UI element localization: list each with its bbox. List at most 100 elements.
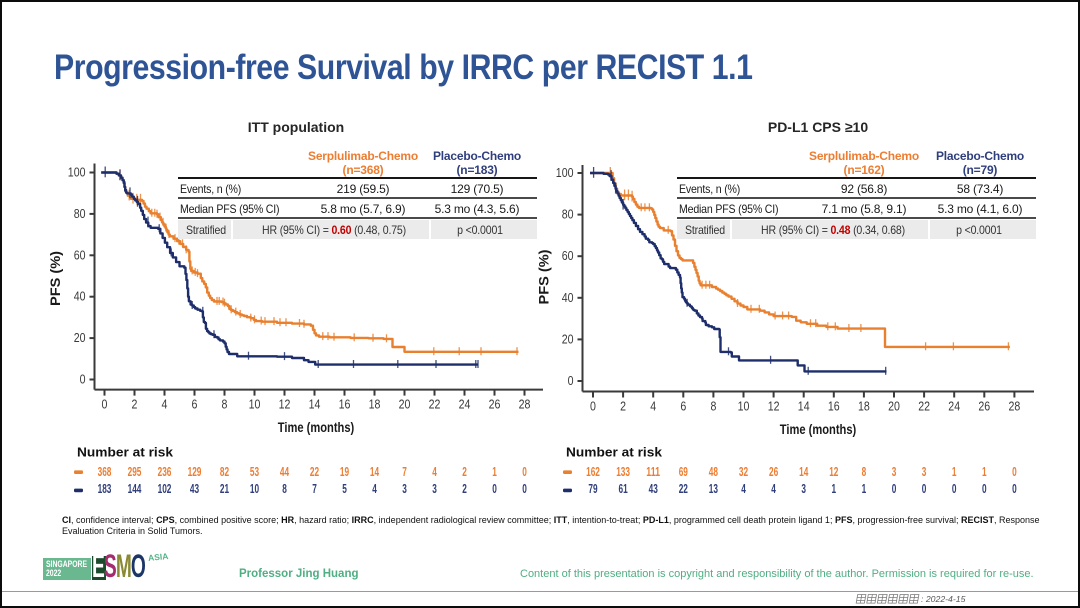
svg-text:4: 4 <box>162 398 168 412</box>
svg-text:22: 22 <box>918 400 930 414</box>
svg-text:7: 7 <box>312 482 317 496</box>
svg-text:22: 22 <box>310 465 319 479</box>
svg-text:0: 0 <box>522 465 527 479</box>
svg-text:0: 0 <box>1012 482 1017 496</box>
svg-text:61: 61 <box>619 482 628 496</box>
svg-text:PFS (%): PFS (%) <box>48 251 63 306</box>
svg-text:PFS (%): PFS (%) <box>537 250 552 305</box>
svg-text:4: 4 <box>650 400 656 414</box>
svg-text:82: 82 <box>220 465 229 479</box>
svg-text:0: 0 <box>590 400 596 414</box>
svg-text:129: 129 <box>188 465 202 479</box>
svg-text:3: 3 <box>402 482 407 496</box>
svg-text:14: 14 <box>309 398 321 412</box>
svg-text:20: 20 <box>399 398 411 412</box>
svg-text:111: 111 <box>646 465 660 479</box>
svg-text:16: 16 <box>339 398 351 412</box>
svg-text:0: 0 <box>492 482 497 496</box>
svg-text:4: 4 <box>432 465 437 479</box>
svg-text:2: 2 <box>620 400 626 414</box>
svg-text:144: 144 <box>128 482 142 496</box>
svg-text:0: 0 <box>522 482 527 496</box>
svg-text:8: 8 <box>282 482 287 496</box>
svg-text:32: 32 <box>739 465 748 479</box>
svg-text:24: 24 <box>459 398 471 412</box>
svg-text:12: 12 <box>768 400 780 414</box>
svg-text:1: 1 <box>862 482 867 496</box>
svg-text:26: 26 <box>769 465 778 479</box>
svg-text:69: 69 <box>679 465 688 479</box>
svg-text:1: 1 <box>952 465 957 479</box>
svg-text:3: 3 <box>892 465 897 479</box>
svg-text:14: 14 <box>799 465 808 479</box>
svg-text:48: 48 <box>709 465 718 479</box>
svg-text:Number at risk: Number at risk <box>77 445 174 460</box>
svg-text:60: 60 <box>562 249 574 263</box>
svg-text:0: 0 <box>952 482 957 496</box>
svg-text:24: 24 <box>948 400 960 414</box>
svg-text:43: 43 <box>190 482 199 496</box>
svg-text:10: 10 <box>249 398 261 412</box>
svg-text:133: 133 <box>616 465 630 479</box>
svg-text:6: 6 <box>192 398 198 412</box>
svg-text:4: 4 <box>771 482 776 496</box>
svg-text:Number at risk: Number at risk <box>566 445 663 460</box>
svg-text:162: 162 <box>586 465 600 479</box>
svg-text:0: 0 <box>982 482 987 496</box>
svg-text:2: 2 <box>462 482 467 496</box>
svg-text:22: 22 <box>429 398 441 412</box>
svg-text:26: 26 <box>978 400 990 414</box>
svg-text:8: 8 <box>710 400 716 414</box>
svg-text:18: 18 <box>858 400 870 414</box>
svg-text:21: 21 <box>220 482 229 496</box>
svg-text:19: 19 <box>340 465 349 479</box>
svg-text:12: 12 <box>279 398 291 412</box>
svg-text:22: 22 <box>679 482 688 496</box>
svg-text:13: 13 <box>709 482 718 496</box>
svg-text:14: 14 <box>798 400 810 414</box>
svg-text:100: 100 <box>68 166 86 180</box>
svg-text:0: 0 <box>568 374 574 388</box>
svg-text:40: 40 <box>74 290 86 304</box>
svg-text:20: 20 <box>562 332 574 346</box>
svg-text:236: 236 <box>158 465 172 479</box>
svg-text:0: 0 <box>1012 465 1017 479</box>
svg-text:10: 10 <box>250 482 259 496</box>
svg-text:7: 7 <box>402 465 407 479</box>
svg-text:20: 20 <box>74 331 86 345</box>
svg-text:4: 4 <box>372 482 377 496</box>
svg-text:183: 183 <box>98 482 112 496</box>
svg-text:53: 53 <box>250 465 259 479</box>
svg-text:40: 40 <box>562 291 574 305</box>
svg-text:1: 1 <box>492 465 497 479</box>
svg-text:6: 6 <box>680 400 686 414</box>
svg-text:3: 3 <box>801 482 806 496</box>
svg-text:3: 3 <box>922 465 927 479</box>
svg-text:10: 10 <box>738 400 750 414</box>
svg-text:44: 44 <box>280 465 289 479</box>
svg-text:18: 18 <box>369 398 381 412</box>
svg-text:0: 0 <box>80 373 86 387</box>
svg-text:20: 20 <box>888 400 900 414</box>
svg-text:80: 80 <box>562 208 574 222</box>
svg-text:2: 2 <box>462 465 467 479</box>
svg-text:Time (months): Time (months) <box>780 421 857 437</box>
svg-text:4: 4 <box>741 482 746 496</box>
svg-text:100: 100 <box>556 166 574 180</box>
svg-text:43: 43 <box>649 482 658 496</box>
svg-text:16: 16 <box>828 400 840 414</box>
svg-text:1: 1 <box>832 482 837 496</box>
svg-text:8: 8 <box>222 398 228 412</box>
svg-text:0: 0 <box>922 482 927 496</box>
svg-text:26: 26 <box>489 398 501 412</box>
svg-text:0: 0 <box>892 482 897 496</box>
svg-text:28: 28 <box>1009 400 1021 414</box>
svg-text:368: 368 <box>98 465 112 479</box>
svg-text:0: 0 <box>102 398 108 412</box>
svg-text:80: 80 <box>74 207 86 221</box>
svg-text:60: 60 <box>74 248 86 262</box>
svg-text:102: 102 <box>158 482 172 496</box>
svg-text:295: 295 <box>128 465 142 479</box>
svg-text:14: 14 <box>370 465 379 479</box>
svg-text:8: 8 <box>862 465 867 479</box>
